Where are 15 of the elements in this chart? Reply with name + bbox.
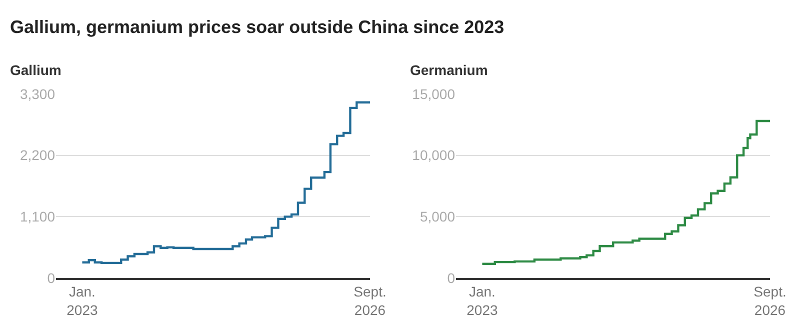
chart-title: Gallium, germanium prices soar outside China since 2023 (9, 16, 506, 39)
x-tick-label: Sept. 2026 (354, 284, 386, 318)
y-tick-label: 0 (47, 270, 56, 286)
y-tick-label: 10,000 (412, 147, 456, 164)
chart-subtitle: Gallium (10, 62, 62, 78)
chart-subtitle: Germanium (410, 62, 488, 78)
x-tick-label: Sept. 2026 (754, 284, 786, 318)
x-tick-label: Jan. 2023 (66, 284, 98, 318)
y-tick-label: 3,300 (20, 86, 56, 102)
y-tick-label: 5,000 (420, 208, 456, 225)
y-tick-label: 2,200 (20, 147, 56, 164)
y-tick-label: 0 (447, 270, 456, 286)
x-tick-label: Jan. 2023 (466, 284, 498, 318)
y-tick-label: 15,000 (412, 86, 456, 102)
y-tick-label: 1,100 (20, 208, 56, 225)
